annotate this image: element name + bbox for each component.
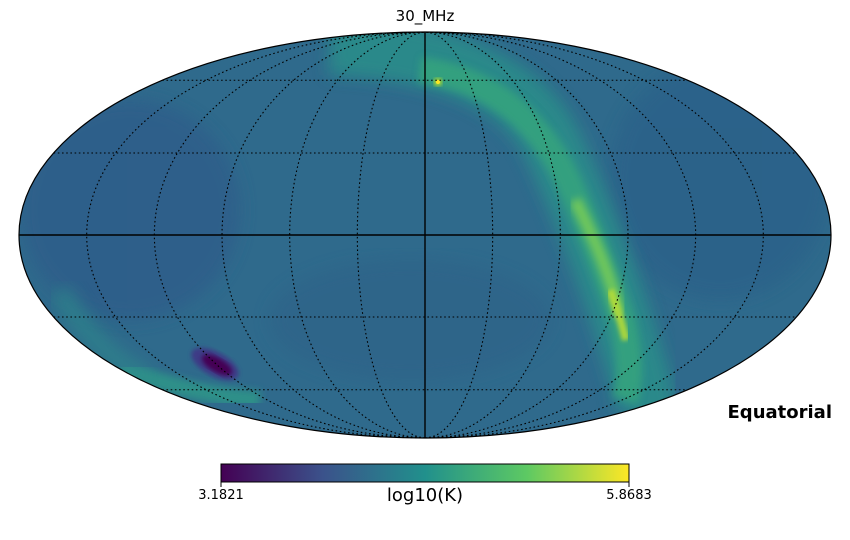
cool-region-left	[20, 100, 240, 320]
map-title: 30_MHz	[395, 7, 455, 25]
colorbar-max-label: 5.8683	[606, 488, 652, 503]
coordinate-system-label: Equatorial	[727, 402, 832, 423]
point-source	[436, 80, 440, 84]
cool-region-bottom	[270, 260, 550, 380]
colorbar-label: log10(K)	[386, 485, 464, 506]
western-spur	[51, 285, 155, 389]
meridian-line	[289, 31, 426, 439]
absorption-core	[201, 354, 233, 376]
meridian-line	[424, 31, 494, 439]
colorbar-min-label: 3.1821	[198, 488, 244, 503]
meridian-line	[424, 31, 561, 439]
meridian-line	[424, 31, 629, 439]
map-outline	[18, 31, 832, 439]
galactic-center-core	[606, 288, 630, 342]
colorbar	[220, 463, 630, 483]
